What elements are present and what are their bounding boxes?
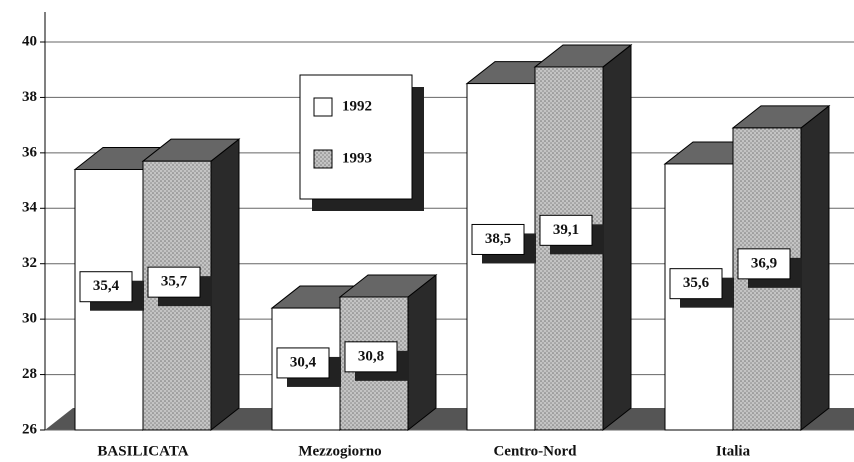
y-tick-label: 28: [22, 366, 37, 382]
value-label-box: [669, 268, 723, 300]
value-label-box: [539, 214, 593, 246]
value-label-box: [344, 341, 398, 373]
y-tick-label: 36: [22, 144, 38, 160]
legend-swatch: [313, 97, 333, 117]
legend: [299, 74, 413, 200]
value-label-box: [471, 223, 525, 255]
value-label: 38,5: [485, 231, 511, 247]
value-label-box: [79, 271, 133, 303]
y-tick-label: 30: [22, 311, 37, 327]
legend-swatch: [313, 149, 333, 169]
value-label-box: [737, 248, 791, 280]
value-label: 30,4: [290, 354, 317, 370]
value-label-box: [276, 347, 330, 379]
value-label-box: [147, 266, 201, 298]
legend-label: 1993: [342, 150, 372, 166]
bar-side: [800, 104, 830, 432]
value-label: 30,8: [358, 348, 384, 364]
x-tick-label: Italia: [716, 443, 751, 459]
value-label: 35,4: [93, 278, 120, 294]
value-label: 35,6: [683, 275, 710, 291]
x-tick-label: BASILICATA: [97, 443, 188, 459]
y-tick-label: 38: [22, 89, 37, 105]
x-tick-label: Centro-Nord: [493, 443, 577, 459]
bar-side: [602, 43, 632, 432]
value-label: 36,9: [751, 255, 777, 271]
bar: [141, 138, 241, 432]
y-tick-label: 26: [22, 421, 38, 437]
y-tick-label: 32: [22, 255, 37, 271]
value-label: 39,1: [553, 222, 579, 238]
value-label: 35,7: [161, 274, 188, 290]
floor: [45, 408, 854, 430]
y-tick-label: 40: [22, 33, 37, 49]
bar-side: [210, 138, 240, 432]
bar-side: [407, 273, 437, 432]
x-tick-label: Mezzogiorno: [298, 443, 381, 459]
legend-label: 1992: [342, 98, 372, 114]
y-tick-label: 34: [22, 200, 38, 216]
